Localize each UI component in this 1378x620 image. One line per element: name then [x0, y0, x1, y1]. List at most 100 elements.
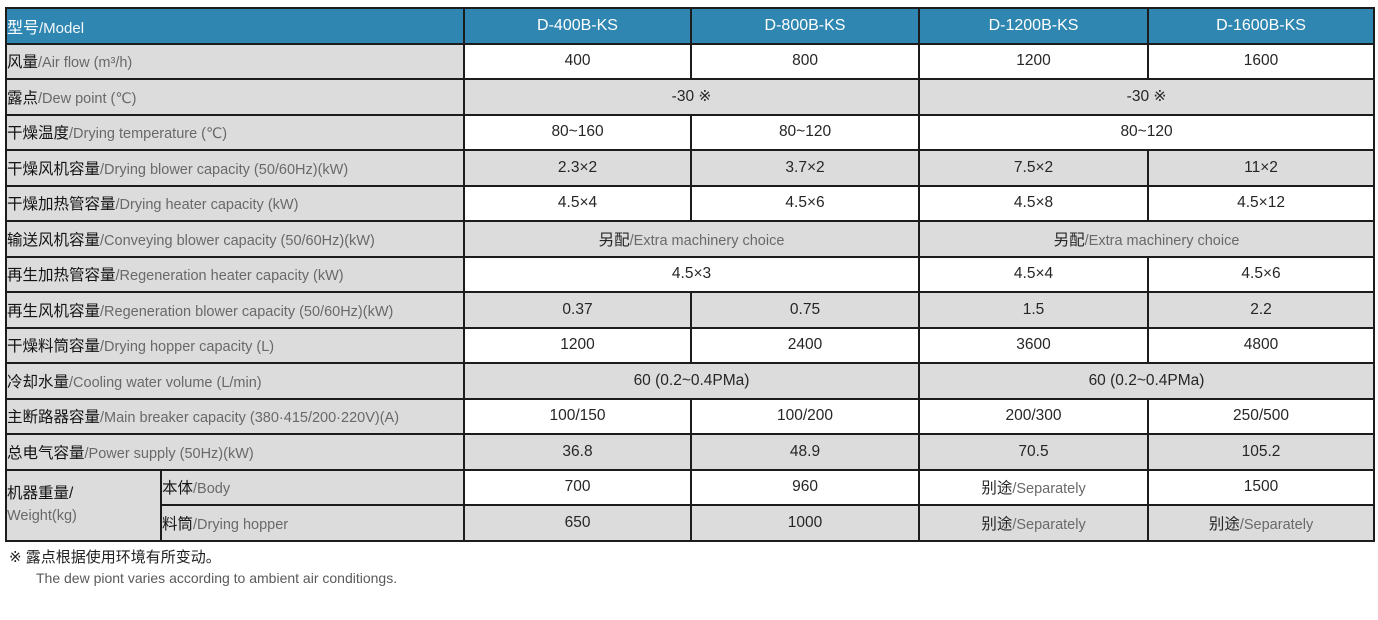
row-label: 输送风机容量/Conveying blower capacity (50/60H… — [4, 220, 466, 258]
model-header-cell: D-800B-KS — [690, 7, 921, 45]
value-cell: 1000 — [690, 504, 921, 542]
value-cell: 1200 — [463, 326, 693, 364]
label-en: /Dew point (℃) — [38, 90, 137, 107]
table-row: 冷却水量/Cooling water volume (L/min) 60 (0.2… — [4, 362, 1376, 400]
value-cell: 另配/Extra machinery choice — [918, 220, 1376, 258]
label-en: /Body — [193, 481, 231, 498]
value-main: 另配 — [598, 231, 630, 249]
label-en: /Cooling water volume (L/min) — [69, 374, 262, 391]
label-en: /Drying heater capacity (kW) — [115, 197, 299, 214]
value-main: 1200 — [1016, 52, 1051, 70]
value-main: 1000 — [787, 513, 823, 531]
value-main: 650 — [564, 513, 591, 531]
row-label: 干燥风机容量/Drying blower capacity (50/60Hz)(… — [4, 149, 466, 187]
value-main: 4.5×4 — [1013, 265, 1054, 283]
label-zh: 再生加热管容量 — [7, 267, 116, 285]
value-main: 700 — [564, 478, 591, 496]
row-label: 风量/Air flow (m³/h) — [4, 42, 466, 80]
value-cell: 400 — [463, 42, 693, 80]
value-cell: 1.5 — [918, 291, 1150, 329]
value-cell: 1600 — [1147, 42, 1376, 80]
value-cell: 80~120 — [690, 113, 921, 151]
value-cell: 60 (0.2~0.4PMa) — [918, 362, 1376, 400]
value-main: 200/300 — [1005, 407, 1062, 425]
value-cell: 4.5×8 — [918, 184, 1150, 222]
value-sub: /Separately — [1239, 516, 1314, 533]
label-en: /Drying hopper — [193, 516, 289, 533]
value-cell: 2.2 — [1147, 291, 1376, 329]
label-zh: 输送风机容量 — [7, 231, 101, 249]
weight-group-label: 机器重量/Weight(kg) — [5, 468, 162, 542]
value-cell: 36.8 — [463, 433, 693, 471]
value-cell: 960 — [690, 468, 921, 506]
value-cell: 4.5×4 — [918, 255, 1150, 293]
value-cell: 60 (0.2~0.4PMa) — [463, 362, 921, 400]
value-sub: /Extra machinery choice — [1084, 232, 1240, 249]
footnote-en: The dew piont varies according to ambien… — [36, 570, 398, 587]
value-cell: 200/300 — [918, 397, 1150, 435]
label-zh: 干燥风机容量 — [7, 160, 101, 178]
value-main: -30 ※ — [1126, 88, 1167, 106]
value-main: 2.2 — [1250, 300, 1272, 318]
value-main: 60 (0.2~0.4PMa) — [633, 371, 750, 389]
value-cell: 100/150 — [463, 397, 693, 435]
label-zh: 冷却水量 — [7, 373, 70, 391]
value-cell: 11×2 — [1147, 149, 1376, 187]
value-main: 1.5 — [1022, 300, 1045, 318]
value-cell: 700 — [463, 468, 693, 506]
footnote-zh: ※ 露点根据使用环境有所变动。 — [9, 548, 221, 566]
value-sub: /Separately — [1012, 481, 1086, 498]
label-zh: 本体 — [162, 480, 194, 498]
model-header-label: 型号/Model — [4, 7, 466, 45]
value-main: 80~120 — [1120, 123, 1173, 141]
model-header-cell: D-1200B-KS — [918, 7, 1150, 45]
value-main: 80~160 — [551, 123, 604, 141]
value-cell: 650 — [463, 504, 693, 542]
label-zh: 露点 — [7, 89, 39, 107]
value-main: 4800 — [1243, 336, 1279, 354]
footnote: ※ 露点根据使用环境有所变动。 The dew piont varies acc… — [5, 542, 1373, 587]
value-cell: 4.5×3 — [463, 255, 921, 293]
value-cell: 别途/Separately — [1147, 504, 1376, 542]
table-row: 干燥风机容量/Drying blower capacity (50/60Hz)(… — [4, 149, 1376, 187]
value-main: 100/200 — [777, 407, 834, 425]
value-cell: 4.5×6 — [1147, 255, 1376, 293]
value-main: 另配 — [1053, 231, 1085, 249]
value-cell: 4.5×4 — [463, 184, 693, 222]
value-cell: 7.5×2 — [918, 149, 1150, 187]
label-en: /Power supply (50Hz)(kW) — [84, 445, 254, 462]
table-row: 输送风机容量/Conveying blower capacity (50/60H… — [4, 220, 1376, 258]
row-sublabel: 料筒/Drying hopper — [159, 504, 466, 542]
value-main: 70.5 — [1018, 442, 1049, 460]
value-cell: 另配/Extra machinery choice — [463, 220, 921, 258]
row-label: 干燥加热管容量/Drying heater capacity (kW) — [4, 184, 466, 222]
value-main: 0.37 — [562, 300, 593, 318]
label-zh: 风量 — [7, 54, 39, 72]
model-header-cell: D-400B-KS — [463, 7, 693, 45]
label-zh: 总电气容量 — [7, 444, 85, 462]
row-label: 主断路器容量/Main breaker capacity (380·415/20… — [4, 397, 466, 435]
value-cell: 2400 — [690, 326, 921, 364]
value-main: 7.5×2 — [1013, 158, 1054, 176]
value-main: 2.3×2 — [557, 158, 598, 176]
table-row: 料筒/Drying hopper 650 1000 别途/Separately 别途/S… — [6, 504, 1376, 542]
group-label-zh: 机器重量/ — [7, 485, 74, 503]
value-cell: -30 ※ — [463, 78, 921, 116]
table-row: 主断路器容量/Main breaker capacity (380·415/20… — [4, 397, 1376, 435]
model-spec-table: 型号/Model D-400B-KS D-800B-KS D-1200B-KS D-16… — [4, 7, 1376, 542]
row-label: 露点/Dew point (℃) — [4, 78, 466, 116]
row-label: 冷却水量/Cooling water volume (L/min) — [4, 362, 466, 400]
value-main: 100/150 — [549, 407, 606, 425]
table-row: 露点/Dew point (℃) -30 ※ -30 ※ — [4, 78, 1376, 116]
value-sub: /Extra machinery choice — [629, 232, 785, 249]
label-zh: 干燥加热管容量 — [7, 196, 116, 214]
value-cell: 别途/Separately — [918, 504, 1150, 542]
value-main: 400 — [564, 52, 591, 70]
table-row: 总电气容量/Power supply (50Hz)(kW) 36.8 48.9 70.… — [4, 433, 1376, 471]
row-label: 总电气容量/Power supply (50Hz)(kW) — [4, 433, 466, 471]
label-en: /Main breaker capacity (380·415/200·220V… — [100, 410, 400, 427]
group-label-en: Weight(kg) — [7, 507, 77, 524]
row-label: 再生加热管容量/Regeneration heater capacity (kW… — [4, 255, 466, 293]
value-cell: 3.7×2 — [690, 149, 921, 187]
